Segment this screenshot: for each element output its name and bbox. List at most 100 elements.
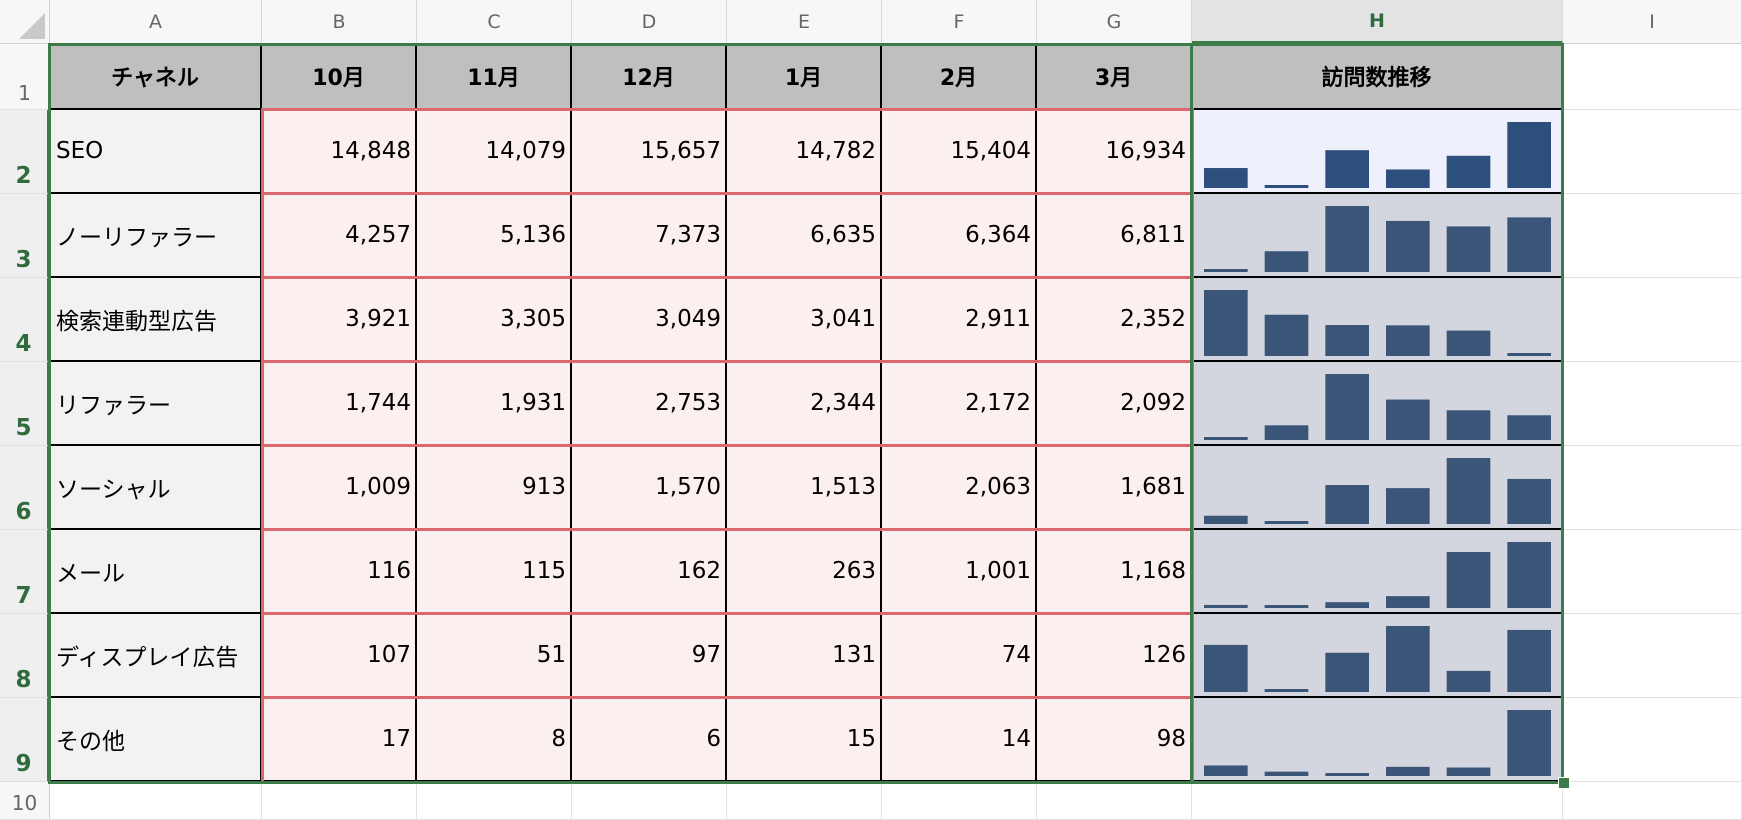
value-cell[interactable]: 1,570 bbox=[572, 446, 727, 530]
value-cell[interactable]: 14,079 bbox=[417, 110, 572, 194]
value-cell[interactable]: 2,344 bbox=[727, 362, 882, 446]
value-cell[interactable]: 1,681 bbox=[1037, 446, 1192, 530]
row-header-2[interactable]: 2 bbox=[0, 110, 50, 194]
empty-cell[interactable] bbox=[1563, 194, 1742, 278]
value-cell[interactable]: 17 bbox=[262, 698, 417, 782]
empty-cell[interactable] bbox=[1563, 782, 1742, 820]
empty-cell[interactable] bbox=[727, 782, 882, 820]
channel-cell[interactable]: メール bbox=[50, 530, 262, 614]
value-cell[interactable]: 15,657 bbox=[572, 110, 727, 194]
value-cell[interactable]: 14,848 bbox=[262, 110, 417, 194]
value-cell[interactable]: 51 bbox=[417, 614, 572, 698]
column-header-c[interactable]: C bbox=[417, 0, 572, 44]
row-header-7[interactable]: 7 bbox=[0, 530, 50, 614]
value-cell[interactable]: 1,009 bbox=[262, 446, 417, 530]
header-month[interactable]: 10月 bbox=[262, 44, 417, 110]
value-cell[interactable]: 1,001 bbox=[882, 530, 1037, 614]
column-header-i[interactable]: I bbox=[1563, 0, 1742, 44]
value-cell[interactable]: 6,364 bbox=[882, 194, 1037, 278]
value-cell[interactable]: 6,635 bbox=[727, 194, 882, 278]
column-header-b[interactable]: B bbox=[262, 0, 417, 44]
value-cell[interactable]: 2,753 bbox=[572, 362, 727, 446]
empty-cell[interactable] bbox=[1563, 698, 1742, 782]
value-cell[interactable]: 97 bbox=[572, 614, 727, 698]
channel-cell[interactable]: ソーシャル bbox=[50, 446, 262, 530]
value-cell[interactable]: 2,063 bbox=[882, 446, 1037, 530]
header-month[interactable]: 2月 bbox=[882, 44, 1037, 110]
empty-cell[interactable] bbox=[417, 782, 572, 820]
row-header-5[interactable]: 5 bbox=[0, 362, 50, 446]
channel-cell[interactable]: その他 bbox=[50, 698, 262, 782]
empty-cell[interactable] bbox=[1563, 362, 1742, 446]
row-header-3[interactable]: 3 bbox=[0, 194, 50, 278]
value-cell[interactable]: 263 bbox=[727, 530, 882, 614]
channel-cell[interactable]: SEO bbox=[50, 110, 262, 194]
value-cell[interactable]: 1,931 bbox=[417, 362, 572, 446]
value-cell[interactable]: 15,404 bbox=[882, 110, 1037, 194]
empty-cell[interactable] bbox=[1563, 278, 1742, 362]
empty-cell[interactable] bbox=[572, 782, 727, 820]
header-month[interactable]: 11月 bbox=[417, 44, 572, 110]
value-cell[interactable]: 14 bbox=[882, 698, 1037, 782]
sparkline-cell[interactable] bbox=[1192, 194, 1563, 278]
row-header-1[interactable]: 1 bbox=[0, 44, 50, 110]
value-cell[interactable]: 2,352 bbox=[1037, 278, 1192, 362]
row-header-9[interactable]: 9 bbox=[0, 698, 50, 782]
value-cell[interactable]: 3,041 bbox=[727, 278, 882, 362]
column-header-f[interactable]: F bbox=[882, 0, 1037, 44]
sparkline-cell[interactable] bbox=[1192, 278, 1563, 362]
value-cell[interactable]: 6,811 bbox=[1037, 194, 1192, 278]
value-cell[interactable]: 74 bbox=[882, 614, 1037, 698]
value-cell[interactable]: 131 bbox=[727, 614, 882, 698]
header-channel[interactable]: チャネル bbox=[50, 44, 262, 110]
value-cell[interactable]: 913 bbox=[417, 446, 572, 530]
header-trend[interactable]: 訪問数推移 bbox=[1192, 44, 1563, 110]
header-month[interactable]: 1月 bbox=[727, 44, 882, 110]
value-cell[interactable]: 3,921 bbox=[262, 278, 417, 362]
channel-cell[interactable]: 検索連動型広告 bbox=[50, 278, 262, 362]
empty-cell[interactable] bbox=[50, 782, 262, 820]
column-header-d[interactable]: D bbox=[572, 0, 727, 44]
empty-cell[interactable] bbox=[1563, 530, 1742, 614]
value-cell[interactable]: 126 bbox=[1037, 614, 1192, 698]
value-cell[interactable]: 8 bbox=[417, 698, 572, 782]
row-header-6[interactable]: 6 bbox=[0, 446, 50, 530]
value-cell[interactable]: 3,305 bbox=[417, 278, 572, 362]
row-header-10[interactable]: 10 bbox=[0, 782, 50, 820]
column-header-e[interactable]: E bbox=[727, 0, 882, 44]
value-cell[interactable]: 162 bbox=[572, 530, 727, 614]
value-cell[interactable]: 2,092 bbox=[1037, 362, 1192, 446]
column-header-a[interactable]: A bbox=[50, 0, 262, 44]
header-month[interactable]: 3月 bbox=[1037, 44, 1192, 110]
empty-cell[interactable] bbox=[1192, 782, 1563, 820]
header-month[interactable]: 12月 bbox=[572, 44, 727, 110]
column-header-g[interactable]: G bbox=[1037, 0, 1192, 44]
sparkline-cell[interactable] bbox=[1192, 446, 1563, 530]
channel-cell[interactable]: ディスプレイ広告 bbox=[50, 614, 262, 698]
sparkline-cell[interactable] bbox=[1192, 614, 1563, 698]
empty-cell[interactable] bbox=[1563, 44, 1742, 110]
fill-handle[interactable] bbox=[1558, 777, 1570, 789]
column-header-h[interactable]: H bbox=[1192, 0, 1563, 44]
empty-cell[interactable] bbox=[262, 782, 417, 820]
value-cell[interactable]: 5,136 bbox=[417, 194, 572, 278]
value-cell[interactable]: 2,172 bbox=[882, 362, 1037, 446]
value-cell[interactable]: 1,513 bbox=[727, 446, 882, 530]
row-header-4[interactable]: 4 bbox=[0, 278, 50, 362]
value-cell[interactable]: 4,257 bbox=[262, 194, 417, 278]
empty-cell[interactable] bbox=[1037, 782, 1192, 820]
value-cell[interactable]: 107 bbox=[262, 614, 417, 698]
value-cell[interactable]: 15 bbox=[727, 698, 882, 782]
empty-cell[interactable] bbox=[882, 782, 1037, 820]
select-all-corner[interactable] bbox=[0, 0, 50, 44]
value-cell[interactable]: 14,782 bbox=[727, 110, 882, 194]
channel-cell[interactable]: ノーリファラー bbox=[50, 194, 262, 278]
value-cell[interactable]: 7,373 bbox=[572, 194, 727, 278]
sparkline-cell[interactable] bbox=[1192, 110, 1563, 194]
sparkline-cell[interactable] bbox=[1192, 362, 1563, 446]
value-cell[interactable]: 3,049 bbox=[572, 278, 727, 362]
value-cell[interactable]: 1,168 bbox=[1037, 530, 1192, 614]
sparkline-cell[interactable] bbox=[1192, 698, 1563, 782]
channel-cell[interactable]: リファラー bbox=[50, 362, 262, 446]
value-cell[interactable]: 1,744 bbox=[262, 362, 417, 446]
